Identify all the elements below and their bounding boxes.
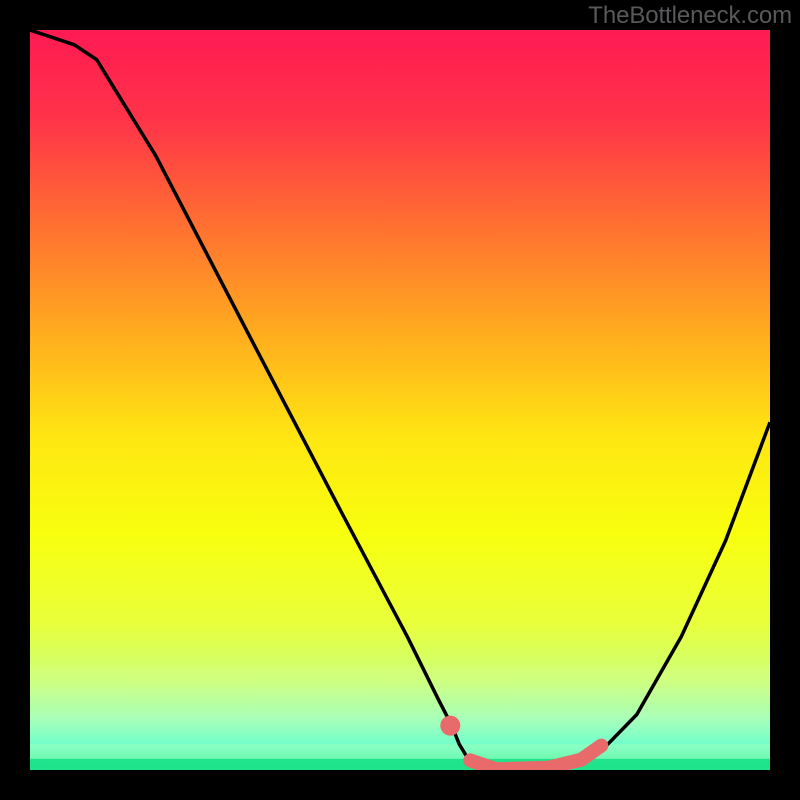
watermark-text: TheBottleneck.com: [588, 2, 792, 30]
plot-area: [30, 30, 770, 770]
chart-svg: [30, 30, 770, 770]
tint-band: [30, 689, 770, 711]
gradient-background: [30, 30, 770, 770]
marker-dot: [440, 716, 460, 736]
tint-band: [30, 759, 770, 770]
tint-band: [30, 729, 770, 744]
tint-band: [30, 711, 770, 730]
chart-container: TheBottleneck.com: [0, 0, 800, 800]
tint-band: [30, 744, 770, 759]
